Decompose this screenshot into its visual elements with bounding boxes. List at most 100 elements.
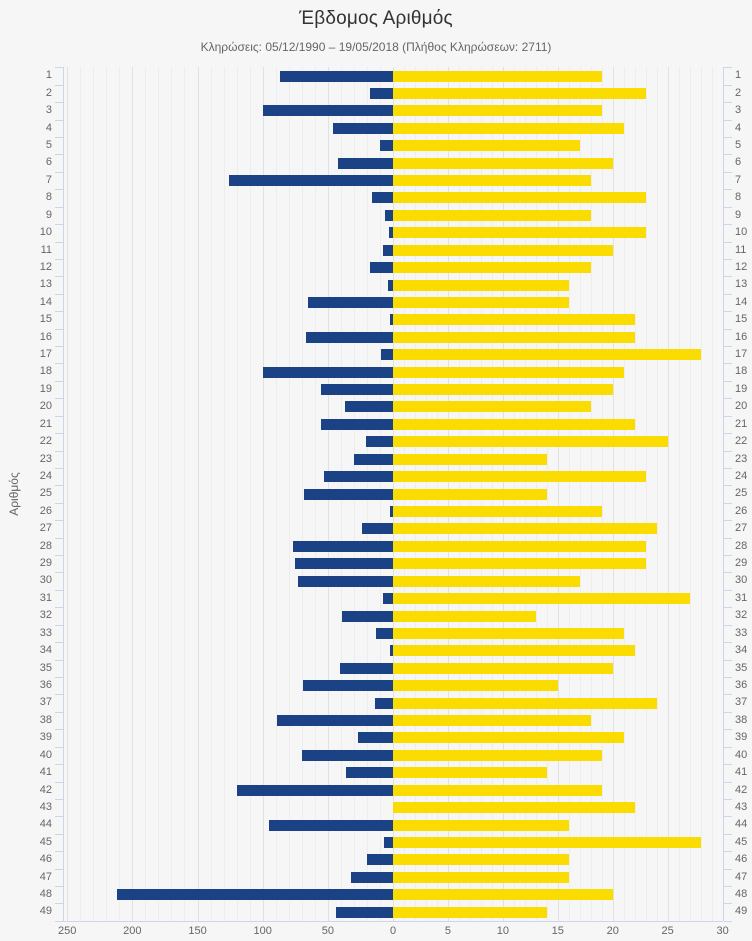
- right-axis-tick: [724, 415, 732, 417]
- left-axis-tick: [55, 102, 63, 104]
- gridline: [678, 67, 680, 921]
- yellow-bar: [393, 645, 635, 657]
- gridline: [557, 67, 559, 921]
- row-label-right: 39: [735, 731, 748, 744]
- yellow-bar: [393, 488, 547, 500]
- gridline: [645, 67, 647, 921]
- row-label-right: 33: [735, 626, 748, 639]
- blue-bar: [390, 506, 393, 517]
- gridline: [236, 67, 238, 921]
- row-label-left: 30: [39, 574, 52, 587]
- blue-bar: [116, 889, 393, 901]
- blue-bar: [335, 906, 393, 918]
- row-label-left: 15: [39, 313, 52, 326]
- yellow-bar: [393, 192, 646, 204]
- right-axis-tick: [724, 746, 732, 748]
- row-label-left: 43: [39, 800, 52, 813]
- right-axis-tick: [724, 293, 732, 295]
- left-axis-tick: [55, 224, 63, 226]
- right-axis-tick: [724, 711, 732, 713]
- yellow-bar: [393, 802, 635, 814]
- gridline: [275, 67, 277, 921]
- row-label-left: 26: [39, 504, 52, 517]
- row-label-right: 42: [735, 783, 748, 796]
- right-axis-tick: [724, 224, 732, 226]
- yellow-bar: [393, 575, 580, 587]
- row-label-right: 30: [735, 574, 748, 587]
- x-axis-label: 0: [389, 924, 397, 937]
- blue-bar: [390, 314, 393, 326]
- right-axis-tick: [724, 136, 732, 138]
- x-axis-label: 5: [444, 924, 451, 937]
- blue-bar: [374, 697, 393, 709]
- right-axis-tick: [724, 467, 732, 469]
- left-axis-tick: [55, 537, 63, 539]
- gridline: [656, 67, 658, 921]
- left-axis-tick: [55, 764, 63, 766]
- row-label-right: 6: [735, 156, 742, 169]
- yellow-bar: [393, 819, 569, 831]
- row-label-right: 41: [735, 766, 748, 779]
- yellow-bar: [393, 854, 569, 866]
- left-axis-tick: [55, 607, 63, 609]
- row-label-left: 6: [45, 156, 52, 169]
- row-label-right: 48: [735, 888, 748, 901]
- yellow-bar: [393, 453, 547, 465]
- row-label-right: 34: [735, 644, 748, 657]
- row-label-left: 7: [45, 173, 52, 186]
- row-label-left: 16: [39, 330, 52, 343]
- left-axis-tick: [55, 920, 63, 922]
- row-label-left: 48: [39, 888, 52, 901]
- gridline: [119, 67, 121, 921]
- right-axis-tick: [724, 868, 732, 870]
- left-axis-tick: [55, 868, 63, 870]
- row-label-left: 40: [39, 748, 52, 761]
- blue-bar: [236, 784, 393, 796]
- row-label-right: 31: [735, 591, 748, 604]
- left-axis-tick: [55, 276, 63, 278]
- gridline: [93, 67, 95, 921]
- row-label-right: 12: [735, 260, 748, 273]
- gridline: [579, 67, 581, 921]
- right-axis-tick: [724, 555, 732, 557]
- row-label-left: 20: [39, 400, 52, 413]
- yellow-bar: [393, 87, 646, 99]
- row-label-right: 40: [735, 748, 748, 761]
- row-label-left: 35: [39, 661, 52, 674]
- blue-bar: [357, 732, 393, 744]
- yellow-bar: [393, 749, 602, 761]
- blue-bar: [385, 209, 393, 221]
- row-label-left: 24: [39, 469, 52, 482]
- gridline: [262, 67, 264, 921]
- left-axis-tick: [55, 380, 63, 382]
- gridline: [601, 67, 603, 921]
- left-axis-tick: [55, 729, 63, 731]
- right-axis-tick: [724, 433, 732, 435]
- gridline: [623, 67, 625, 921]
- blue-bar: [366, 854, 393, 866]
- row-label-left: 8: [45, 191, 52, 204]
- left-axis-tick: [55, 520, 63, 522]
- right-axis-tick: [724, 816, 732, 818]
- row-label-left: 25: [39, 487, 52, 500]
- right-axis-tick: [724, 520, 732, 522]
- row-label-right: 9: [735, 208, 742, 221]
- blue-bar: [382, 244, 393, 256]
- right-axis-tick: [724, 328, 732, 330]
- right-axis-tick: [724, 833, 732, 835]
- row-label-left: 17: [39, 348, 52, 361]
- row-label-left: 49: [39, 905, 52, 918]
- row-label-right: 13: [735, 278, 748, 291]
- row-label-right: 2: [735, 86, 742, 99]
- right-axis-tick: [724, 502, 732, 504]
- left-axis-tick: [55, 589, 63, 591]
- row-label-right: 8: [735, 191, 742, 204]
- left-axis-tick: [55, 886, 63, 888]
- row-label-left: 2: [45, 86, 52, 99]
- left-axis-tick: [55, 154, 63, 156]
- row-label-left: 29: [39, 557, 52, 570]
- left-axis-tick: [55, 502, 63, 504]
- yellow-bar: [393, 680, 558, 692]
- row-label-right: 3: [735, 104, 742, 117]
- blue-bar: [305, 331, 393, 343]
